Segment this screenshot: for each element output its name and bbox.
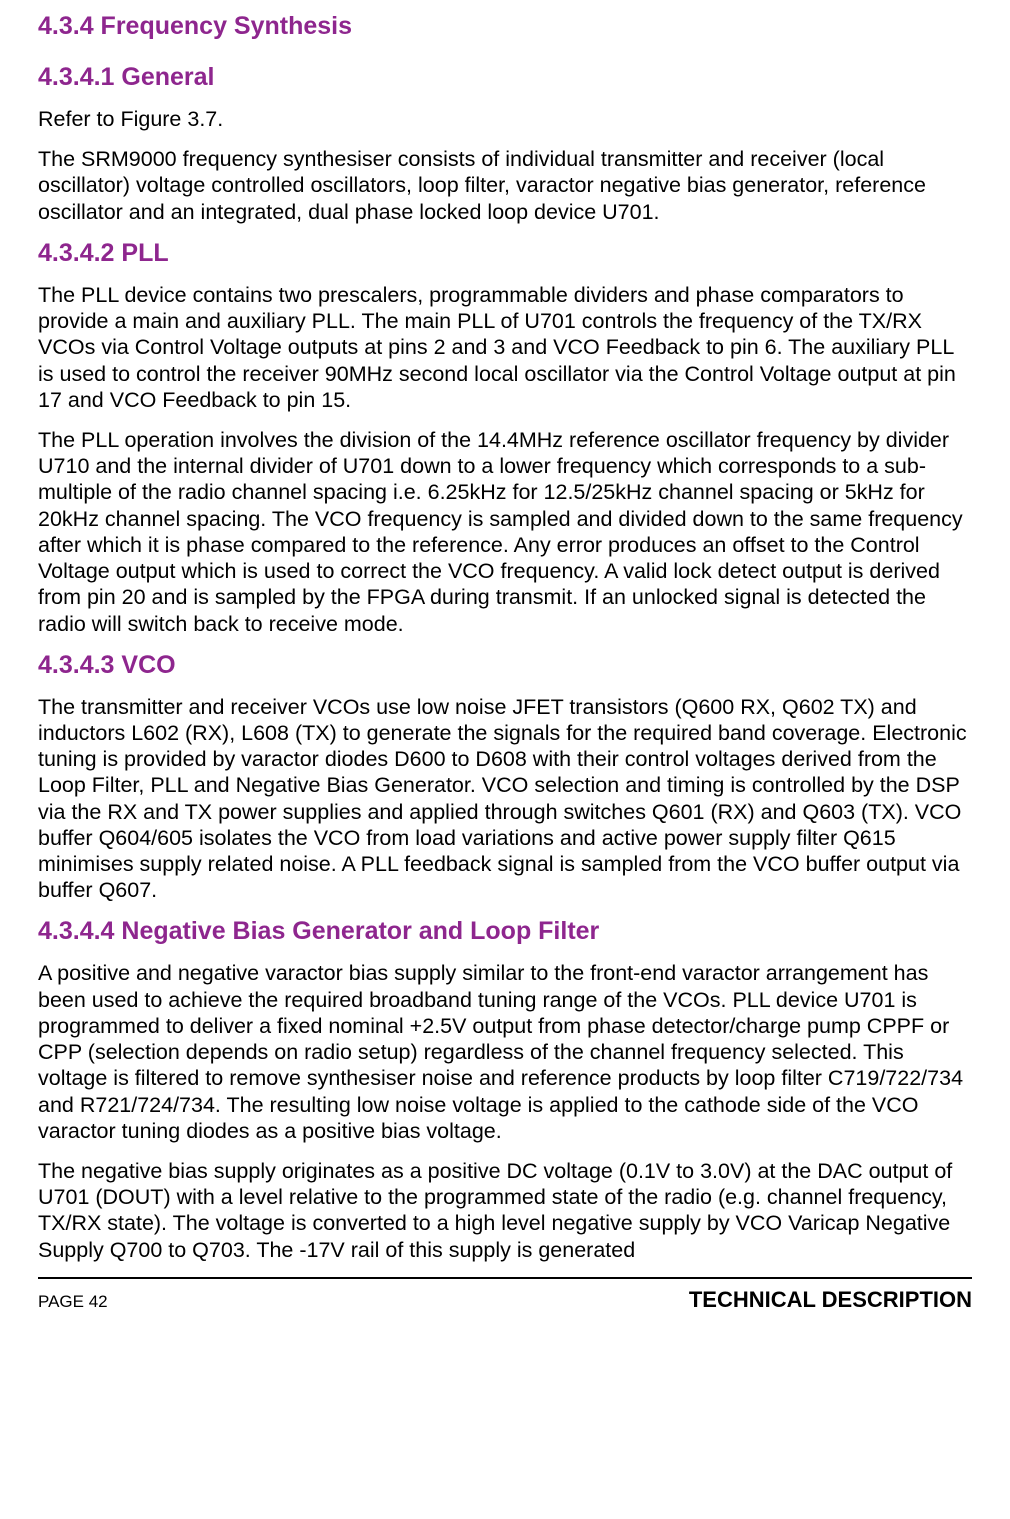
paragraph-negbias-2: The negative bias supply originates as a… xyxy=(38,1158,972,1263)
paragraph-pll-1: The PLL device contains two prescalers, … xyxy=(38,282,972,413)
footer-page-number: PAGE 42 xyxy=(38,1292,108,1312)
page-container: 4.3.4 Frequency Synthesis 4.3.4.1 Genera… xyxy=(0,12,1010,1331)
paragraph-vco: The transmitter and receiver VCOs use lo… xyxy=(38,694,972,904)
page-footer: PAGE 42 TECHNICAL DESCRIPTION xyxy=(38,1287,972,1331)
paragraph-refer: Refer to Figure 3.7. xyxy=(38,106,972,132)
heading-4-3-4-1: 4.3.4.1 General xyxy=(38,63,972,92)
heading-4-3-4-4: 4.3.4.4 Negative Bias Generator and Loop… xyxy=(38,917,972,946)
footer-section-title: TECHNICAL DESCRIPTION xyxy=(689,1287,972,1313)
heading-4-3-4-2: 4.3.4.2 PLL xyxy=(38,239,972,268)
heading-4-3-4: 4.3.4 Frequency Synthesis xyxy=(38,12,972,41)
paragraph-negbias-1: A positive and negative varactor bias su… xyxy=(38,960,972,1144)
footer-divider xyxy=(38,1277,972,1279)
paragraph-pll-2: The PLL operation involves the division … xyxy=(38,427,972,637)
heading-4-3-4-3: 4.3.4.3 VCO xyxy=(38,651,972,680)
paragraph-srm9000: The SRM9000 frequency synthesiser consis… xyxy=(38,146,972,225)
